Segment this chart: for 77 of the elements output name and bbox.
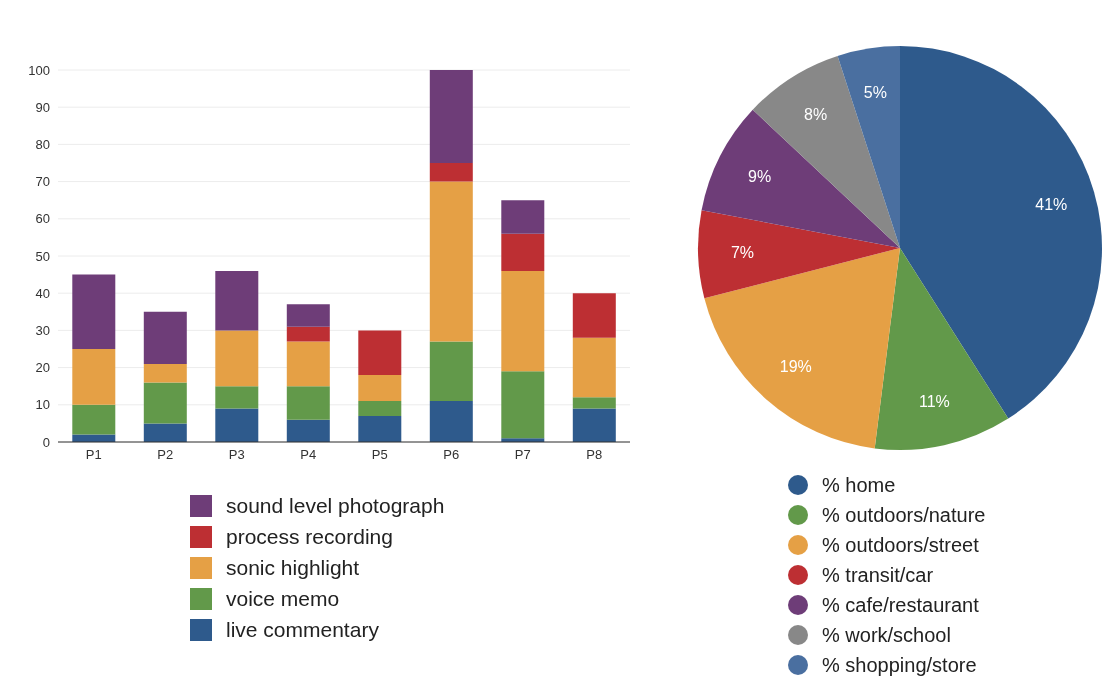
bar xyxy=(286,419,330,442)
pie-slice xyxy=(900,46,1102,419)
bar xyxy=(572,408,616,442)
bar xyxy=(429,70,473,163)
bar xyxy=(572,337,616,398)
bar xyxy=(215,386,259,409)
data-label: 5% xyxy=(863,83,887,101)
x-tick-label: P5 xyxy=(371,447,388,463)
x-tick-label: P3 xyxy=(228,447,245,463)
bar xyxy=(429,341,473,402)
bar xyxy=(72,274,116,349)
legend-label: % outdoors/nature xyxy=(822,503,986,527)
legend-label: % work/school xyxy=(822,623,951,647)
bar xyxy=(501,200,545,234)
bar xyxy=(215,408,259,442)
y-tick-label: 20 xyxy=(35,360,50,376)
y-tick-label: 80 xyxy=(35,137,50,153)
bar xyxy=(572,397,616,409)
x-tick-label: P1 xyxy=(85,447,102,463)
y-tick-label: 40 xyxy=(35,285,50,301)
legend-label: voice memo xyxy=(226,586,340,611)
legend-label: % cafe/restaurant xyxy=(822,593,979,617)
bar xyxy=(358,375,402,402)
x-tick-label: P4 xyxy=(300,447,317,463)
y-tick-label: 30 xyxy=(35,323,50,339)
y-tick-label: 70 xyxy=(35,174,50,190)
bar xyxy=(572,293,616,338)
bar xyxy=(501,270,545,372)
bar xyxy=(143,382,187,424)
pie-slice xyxy=(698,210,900,299)
y-tick-label: 100 xyxy=(28,62,50,78)
bar xyxy=(358,330,402,376)
bar xyxy=(429,401,473,442)
bar xyxy=(215,330,259,387)
bar xyxy=(501,371,545,439)
legend-label: % shopping/store xyxy=(822,653,977,677)
bar xyxy=(286,326,330,342)
data-label: 9% xyxy=(748,167,772,185)
data-label: 19% xyxy=(779,357,812,375)
legend-label: sound level photograph xyxy=(226,493,445,518)
bar xyxy=(358,415,402,442)
x-tick-label: P8 xyxy=(586,447,603,463)
legend-label: live commentary xyxy=(226,617,379,642)
x-tick-label: P6 xyxy=(443,447,460,463)
data-label: 11% xyxy=(918,393,950,411)
data-label: 41% xyxy=(1035,195,1068,213)
bar xyxy=(143,311,187,364)
data-label: 8% xyxy=(804,106,828,124)
legend-label: process recording xyxy=(226,524,393,549)
bar xyxy=(358,401,402,416)
y-tick-label: 50 xyxy=(35,248,50,264)
bar xyxy=(286,386,330,420)
bar xyxy=(286,341,330,387)
y-tick-label: 0 xyxy=(42,434,50,450)
bar xyxy=(429,163,473,182)
y-tick-label: 10 xyxy=(35,397,50,413)
pie-slice xyxy=(701,109,900,248)
bar xyxy=(429,181,473,342)
bar xyxy=(143,363,187,383)
y-tick-label: 90 xyxy=(35,99,50,115)
pie-slice xyxy=(837,46,900,248)
y-tick-label: 60 xyxy=(35,211,50,227)
legend-label: % transit/car xyxy=(822,563,934,587)
x-tick-label: P2 xyxy=(157,447,174,463)
bar xyxy=(143,423,187,442)
pie-slice xyxy=(704,248,900,449)
x-tick-label: P7 xyxy=(514,447,531,463)
legend-label: sonic highlight xyxy=(226,555,360,580)
legend-label: % home xyxy=(822,473,896,497)
legend-label: % outdoors/street xyxy=(822,533,979,557)
bar xyxy=(286,304,330,327)
bar xyxy=(72,404,116,435)
bar xyxy=(501,233,545,271)
bar xyxy=(72,349,116,405)
pie-slice xyxy=(874,248,1009,450)
bar xyxy=(215,270,259,331)
data-label: 7% xyxy=(730,244,755,262)
